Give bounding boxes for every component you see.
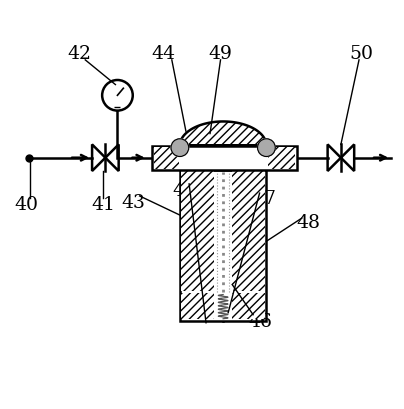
Text: 45: 45 — [172, 182, 196, 200]
Bar — [232, 171, 265, 291]
Text: 46: 46 — [248, 312, 272, 330]
Text: 50: 50 — [349, 45, 373, 63]
Text: 41: 41 — [91, 196, 115, 213]
Polygon shape — [180, 122, 266, 146]
Bar — [181, 293, 214, 319]
Bar — [232, 293, 265, 319]
Text: 49: 49 — [208, 45, 232, 63]
Circle shape — [258, 139, 275, 157]
Text: 48: 48 — [297, 213, 321, 231]
Text: 42: 42 — [67, 45, 91, 63]
Bar — [152, 146, 297, 171]
Circle shape — [171, 139, 189, 157]
Bar — [180, 171, 266, 321]
Bar — [154, 148, 179, 169]
Text: 47: 47 — [252, 189, 276, 207]
Text: 44: 44 — [152, 45, 176, 63]
Bar — [267, 148, 295, 169]
Text: 40: 40 — [15, 196, 39, 213]
Bar — [181, 171, 214, 291]
Text: 43: 43 — [122, 193, 145, 211]
